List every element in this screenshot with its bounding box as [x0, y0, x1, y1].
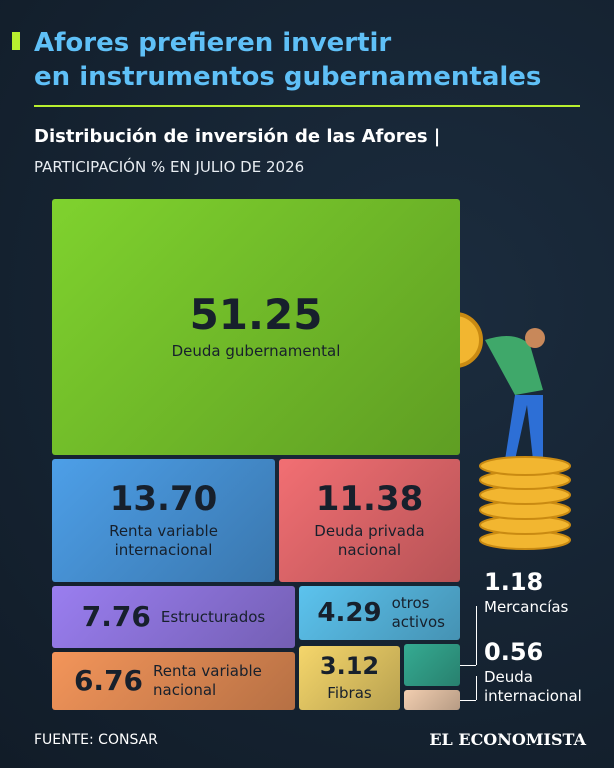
- headline-line: en instrumentos gubernamentales: [34, 62, 542, 92]
- headline-line: Afores prefieren invertir: [34, 28, 392, 58]
- category-label: Deuda internacional: [484, 668, 582, 705]
- tile: 7.76 Estructurados: [52, 586, 295, 648]
- value-label: 11.38: [315, 478, 424, 519]
- chart-subtitle: PARTICIPACIÓN % EN JULIO DE 2026: [34, 158, 305, 176]
- value-label: 1.18: [484, 568, 544, 596]
- category-label: Renta variable internacional: [109, 521, 218, 559]
- category-label: Renta variable nacional: [153, 662, 262, 699]
- value-label: 3.12: [319, 651, 380, 680]
- value-label: 13.70: [109, 478, 218, 519]
- connector: [476, 606, 477, 665]
- value-label: 7.76: [81, 600, 151, 633]
- connector: [460, 700, 476, 701]
- rule: [34, 105, 580, 107]
- category-label: Deuda gubernamental: [171, 341, 341, 360]
- category-label: Mercancías: [484, 598, 569, 616]
- title-marker: [12, 32, 20, 50]
- value-label: 0.56: [484, 638, 544, 666]
- tile: 11.38 Deuda privada nacional: [279, 459, 460, 582]
- value-label: 4.29: [317, 598, 382, 628]
- category-label: Estructurados: [160, 607, 266, 626]
- illustration: [427, 312, 571, 550]
- outside-label: 1.18 Mercancías: [484, 570, 568, 617]
- connector: [476, 676, 477, 700]
- chart-title: Distribución de inversión de las Afores …: [34, 126, 441, 147]
- tile: 6.76 Renta variable nacional: [52, 652, 295, 710]
- tile: 13.70 Renta variable internacional: [52, 459, 275, 582]
- tile: [404, 644, 460, 686]
- headline: Afores prefieren invertir en instrumento…: [34, 26, 541, 94]
- tile: 51.25 Deuda gubernamental: [52, 199, 460, 455]
- value-label: 6.76: [73, 664, 144, 697]
- brand: EL ECONOMISTA: [429, 730, 586, 749]
- tile: 3.12 Fibras: [299, 646, 400, 710]
- category-label: otros activos: [391, 594, 445, 631]
- value-label: 51.25: [189, 289, 323, 339]
- category-label: Deuda privada nacional: [314, 521, 425, 559]
- category-label: Fibras: [327, 683, 372, 702]
- connector: [460, 665, 476, 666]
- tile: 4.29 otros activos: [299, 586, 460, 640]
- outside-label: 0.56 Deuda internacional: [484, 640, 584, 706]
- tile: [404, 690, 460, 710]
- source: FUENTE: CONSAR: [34, 732, 158, 748]
